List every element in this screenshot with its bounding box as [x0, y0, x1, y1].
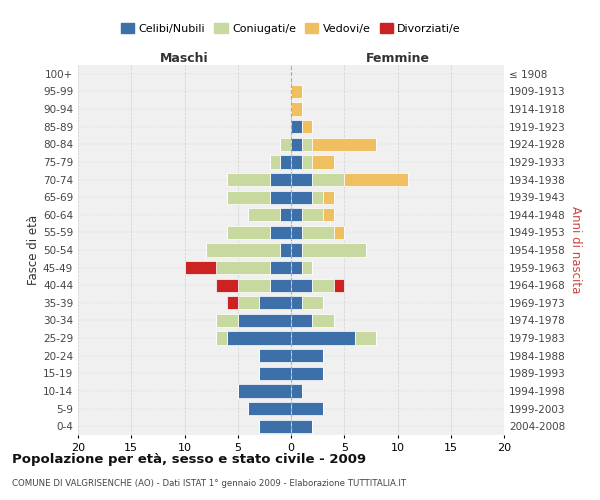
Text: Femmine: Femmine — [365, 52, 430, 65]
Bar — [270, 156, 280, 168]
Bar — [291, 190, 313, 204]
Bar — [217, 261, 270, 274]
Bar — [313, 173, 344, 186]
Legend: Celibi/Nubili, Coniugati/e, Vedovi/e, Divorziati/e: Celibi/Nubili, Coniugati/e, Vedovi/e, Di… — [116, 19, 466, 38]
Bar — [291, 138, 302, 151]
Bar — [291, 226, 302, 239]
Bar — [334, 278, 344, 292]
Bar — [291, 420, 313, 433]
Bar — [291, 366, 323, 380]
Bar — [302, 208, 323, 222]
Bar — [313, 138, 376, 151]
Bar — [291, 296, 302, 310]
Bar — [280, 156, 291, 168]
Bar — [259, 296, 291, 310]
Bar — [302, 244, 365, 256]
Bar — [291, 156, 302, 168]
Bar — [291, 244, 302, 256]
Bar — [227, 190, 270, 204]
Bar — [291, 402, 323, 415]
Bar — [238, 314, 291, 327]
Bar — [270, 173, 291, 186]
Bar — [313, 156, 334, 168]
Bar — [291, 120, 302, 134]
Bar — [291, 314, 313, 327]
Bar — [185, 261, 217, 274]
Y-axis label: Anni di nascita: Anni di nascita — [569, 206, 582, 294]
Text: COMUNE DI VALGRISENCHE (AO) - Dati ISTAT 1° gennaio 2009 - Elaborazione TUTTITAL: COMUNE DI VALGRISENCHE (AO) - Dati ISTAT… — [12, 479, 406, 488]
Bar — [270, 190, 291, 204]
Bar — [291, 261, 302, 274]
Bar — [302, 226, 334, 239]
Bar — [313, 314, 334, 327]
Bar — [248, 208, 280, 222]
Bar — [302, 138, 312, 151]
Bar — [291, 173, 313, 186]
Bar — [291, 85, 302, 98]
Bar — [227, 226, 270, 239]
Bar — [270, 226, 291, 239]
Bar — [355, 332, 376, 344]
Bar — [313, 278, 334, 292]
Bar — [323, 208, 334, 222]
Bar — [238, 278, 270, 292]
Bar — [291, 102, 302, 116]
Bar — [259, 366, 291, 380]
Bar — [248, 402, 291, 415]
Bar — [291, 384, 302, 398]
Bar — [344, 173, 408, 186]
Bar — [280, 244, 291, 256]
Bar — [227, 296, 238, 310]
Bar — [313, 190, 323, 204]
Bar — [302, 296, 323, 310]
Bar — [291, 349, 323, 362]
Bar — [259, 420, 291, 433]
Bar — [302, 261, 312, 274]
Bar — [217, 278, 238, 292]
Bar — [334, 226, 344, 239]
Bar — [227, 332, 291, 344]
Bar — [238, 384, 291, 398]
Bar — [270, 261, 291, 274]
Bar — [291, 332, 355, 344]
Bar — [291, 208, 302, 222]
Bar — [259, 349, 291, 362]
Bar — [302, 156, 312, 168]
Bar — [291, 278, 313, 292]
Text: Popolazione per età, sesso e stato civile - 2009: Popolazione per età, sesso e stato civil… — [12, 452, 366, 466]
Text: Maschi: Maschi — [160, 52, 209, 65]
Bar — [217, 314, 238, 327]
Y-axis label: Fasce di età: Fasce di età — [27, 215, 40, 285]
Bar — [217, 332, 227, 344]
Bar — [206, 244, 280, 256]
Bar — [238, 296, 259, 310]
Bar — [270, 278, 291, 292]
Bar — [280, 208, 291, 222]
Bar — [323, 190, 334, 204]
Bar — [302, 120, 312, 134]
Bar — [280, 138, 291, 151]
Bar — [227, 173, 270, 186]
